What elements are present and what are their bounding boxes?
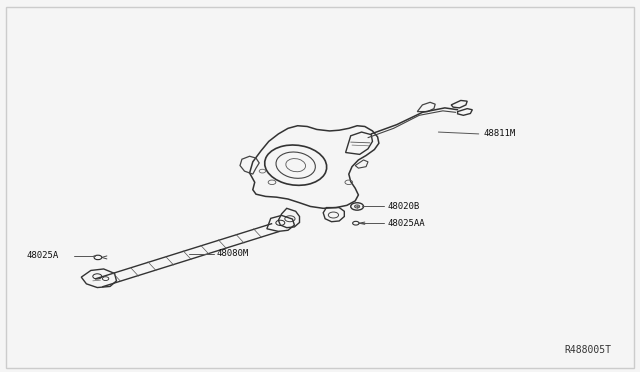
Text: 48080M: 48080M — [216, 249, 248, 258]
Text: 48025AA: 48025AA — [387, 219, 425, 228]
Text: R488005T: R488005T — [564, 345, 611, 355]
Text: 48020B: 48020B — [387, 202, 419, 211]
Text: 48811M: 48811M — [483, 129, 515, 138]
Text: 48025A: 48025A — [27, 251, 59, 260]
